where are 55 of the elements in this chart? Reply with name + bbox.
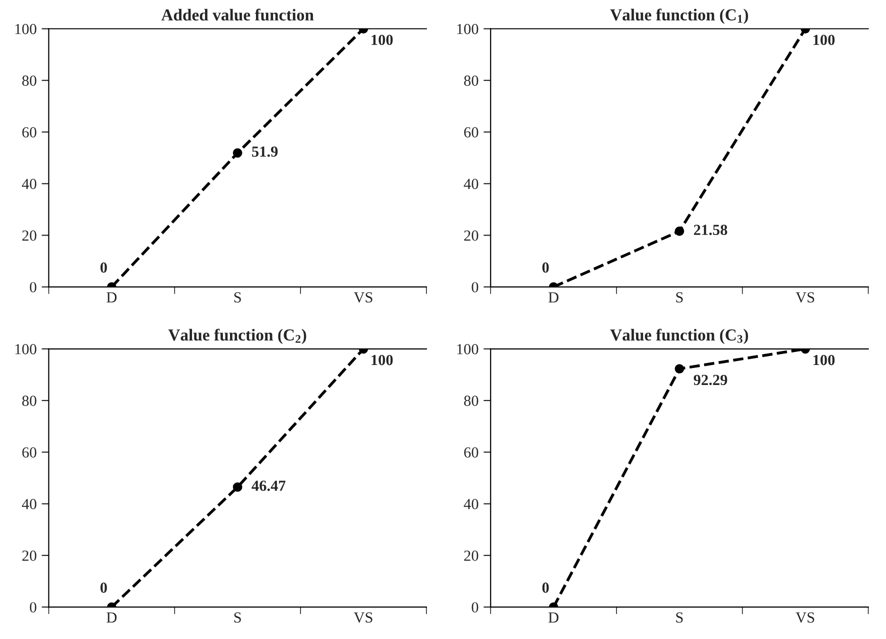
data-label: 0 (542, 262, 549, 273)
y-tick-label: 100 (15, 344, 36, 354)
y-tick-label: 40 (22, 498, 36, 510)
x-tick-label: VS (354, 292, 372, 303)
x-tick-label: S (676, 612, 683, 623)
x-tick-label: VS (796, 292, 814, 303)
y-tick-label: 60 (464, 127, 478, 138)
x-tick-label: VS (354, 612, 372, 623)
point (674, 226, 684, 236)
x-tick-label: D (106, 612, 117, 623)
chart-title: Value function (C$_{3}$) (610, 328, 748, 344)
point (232, 148, 242, 158)
y-tick-label: 40 (464, 178, 478, 190)
x-tick-label: D (548, 292, 558, 302)
y-tick-label: 0 (472, 282, 478, 292)
y-tick-label: 20 (22, 550, 36, 561)
x-tick-label: D (106, 292, 117, 302)
y-tick-label: 20 (22, 230, 36, 241)
data-label: 0 (100, 582, 107, 593)
y-tick-label: 60 (22, 127, 36, 138)
data-label: 100 (814, 34, 835, 46)
y-tick-label: 100 (457, 344, 478, 354)
y-tick-label: 0 (30, 602, 36, 612)
y-tick-label: 100 (15, 24, 36, 34)
chart-title: Value function (C$_{2}$) (168, 328, 306, 344)
data-label: 92.29 (694, 374, 728, 386)
y-tick-label: 80 (464, 396, 478, 406)
x-tick-label: S (234, 292, 241, 303)
y-tick-label: 20 (464, 230, 478, 241)
y-tick-label: 40 (464, 498, 478, 510)
y-tick-label: 60 (22, 447, 36, 458)
y-tick-label: 80 (22, 76, 36, 86)
x-tick-label: D (548, 612, 558, 623)
x-tick-label: VS (796, 612, 814, 623)
chart-title: Value function (C$_{1}$) (610, 8, 748, 24)
data-label: 0 (542, 582, 549, 593)
y-tick-label: 40 (22, 178, 36, 190)
x-tick-label: S (234, 612, 241, 623)
point (232, 482, 242, 492)
data-label: 100 (372, 34, 393, 46)
x-tick-label: S (676, 292, 683, 303)
chart-title: Added value function (161, 8, 314, 21)
y-tick-label: 20 (464, 550, 478, 561)
y-tick-label: 0 (472, 602, 478, 612)
y-tick-label: 100 (457, 24, 478, 34)
data-label: 51.9 (252, 146, 278, 157)
y-tick-label: 80 (22, 396, 36, 406)
data-label: 46.47 (252, 480, 286, 491)
data-label: 21.58 (694, 224, 728, 236)
y-tick-label: 0 (30, 282, 36, 292)
data-label: 100 (372, 354, 393, 366)
y-tick-label: 80 (464, 76, 478, 86)
data-label: 100 (814, 354, 835, 366)
y-tick-label: 60 (464, 447, 478, 458)
data-label: 0 (100, 262, 107, 273)
